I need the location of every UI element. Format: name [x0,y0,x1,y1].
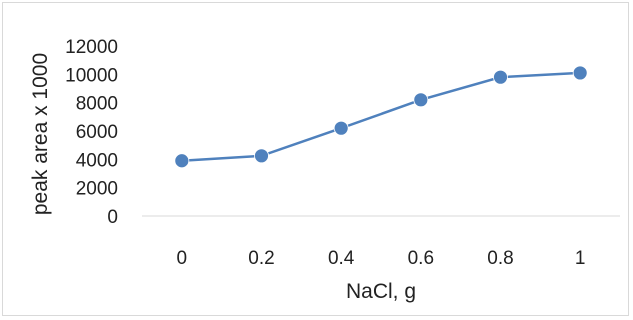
y-tick-label: 4000 [76,150,118,171]
x-tick-label: 0.8 [487,248,513,269]
y-tick-label: 0 [107,207,118,228]
y-tick-label: 12000 [65,37,118,58]
y-tick-label: 2000 [76,179,118,200]
x-tick-label: 0 [177,248,188,269]
x-tick-label: 0.4 [328,248,355,269]
y-tick-label: 8000 [76,94,118,115]
chart-frame [2,2,629,316]
y-axis-ticks: 0 2000 4000 6000 8000 10000 12000 [65,37,118,228]
x-tick-label: 0.2 [248,248,274,269]
y-tick-label: 6000 [76,122,118,143]
x-axis-title: NaCl, g [346,280,416,303]
data-point [174,153,190,169]
data-point [572,65,588,81]
x-tick-label: 1 [575,248,586,269]
y-tick-label: 10000 [65,65,118,86]
y-axis-title: peak area x 1000 [29,53,52,215]
data-point [413,92,429,108]
data-point [254,148,269,164]
data-point [493,69,508,85]
x-tick-label: 0.6 [408,248,434,269]
x-axis-ticks: 0 0.2 0.4 0.6 0.8 1 [177,248,586,269]
data-point [333,120,349,136]
series-line [181,71,581,162]
data-points [174,65,588,169]
